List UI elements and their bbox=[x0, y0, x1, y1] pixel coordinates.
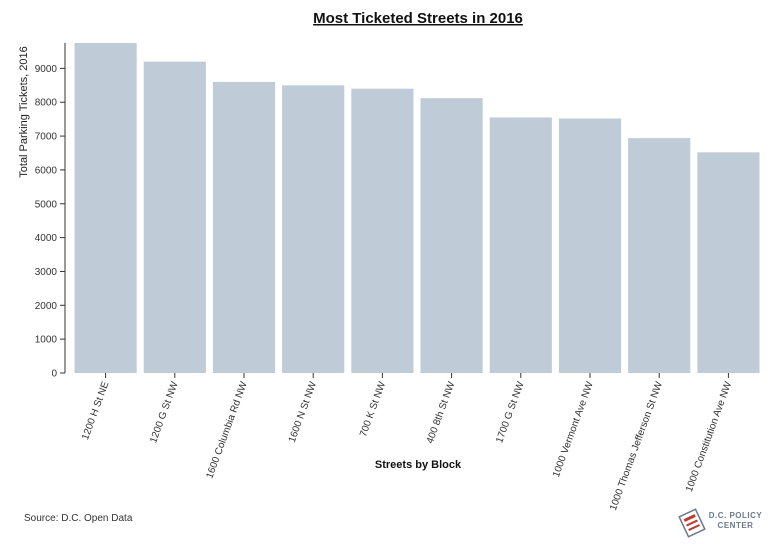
source-note: Source: D.C. Open Data bbox=[24, 513, 133, 524]
x-category-label: 1000 Thomas Jefferson St NW bbox=[608, 380, 665, 512]
y-tick-label: 0 bbox=[51, 369, 57, 380]
chart-title: Most Ticketed Streets in 2016 bbox=[313, 10, 523, 27]
x-category-label: 1000 Vermont Ave NW bbox=[551, 380, 596, 479]
y-axis-title: Total Parking Tickets, 2016 bbox=[18, 46, 30, 177]
x-category-label: 1700 G St NW bbox=[494, 380, 527, 445]
bar bbox=[489, 117, 552, 373]
bar bbox=[212, 81, 276, 373]
bar bbox=[282, 85, 345, 374]
dc-policy-center-logo: D.C. POLICY CENTER bbox=[678, 508, 768, 538]
x-category-label: 1600 N St NW bbox=[287, 380, 319, 444]
x-axis-labels: 1200 H St NE 1200 G St NW 1600 Columbia Rd… bbox=[80, 373, 734, 512]
x-category-label: 1200 H St NE bbox=[80, 380, 111, 442]
bars-group bbox=[74, 43, 760, 374]
y-tick-label: 2000 bbox=[35, 301, 58, 312]
y-axis: 0 1000 2000 3000 4000 5000 6000 7000 8000 9000 bbox=[35, 43, 66, 380]
x-category-label: 700 K St NW bbox=[358, 380, 388, 439]
y-tick-label: 7000 bbox=[35, 132, 58, 143]
x-category-label: 1600 Columbia Rd NW bbox=[205, 380, 251, 480]
bar bbox=[558, 118, 622, 373]
y-tick-label: 5000 bbox=[35, 199, 58, 210]
bar bbox=[351, 88, 414, 373]
bar bbox=[697, 152, 760, 373]
y-tick-label: 6000 bbox=[35, 165, 58, 176]
logo-line-2: CENTER bbox=[717, 521, 754, 530]
dc-flag-icon bbox=[678, 508, 706, 538]
logo-line-1: D.C. POLICY bbox=[708, 511, 763, 520]
bar bbox=[628, 138, 691, 373]
logo-text: D.C. POLICY CENTER bbox=[708, 511, 763, 531]
bar bbox=[74, 43, 137, 373]
y-tick-label: 4000 bbox=[35, 233, 58, 244]
bar bbox=[420, 98, 483, 374]
y-tick-label: 9000 bbox=[35, 64, 58, 75]
x-category-label: 1000 Constitution Ave NW bbox=[684, 380, 734, 494]
y-tick-label: 1000 bbox=[35, 335, 58, 346]
y-tick-label: 3000 bbox=[35, 267, 58, 278]
y-tick-label: 8000 bbox=[35, 98, 58, 109]
x-category-label: 1200 G St NW bbox=[148, 380, 181, 445]
x-category-label: 400 8th St NW bbox=[425, 380, 458, 445]
x-axis-title: Streets by Block bbox=[375, 459, 462, 471]
bar bbox=[143, 61, 206, 373]
